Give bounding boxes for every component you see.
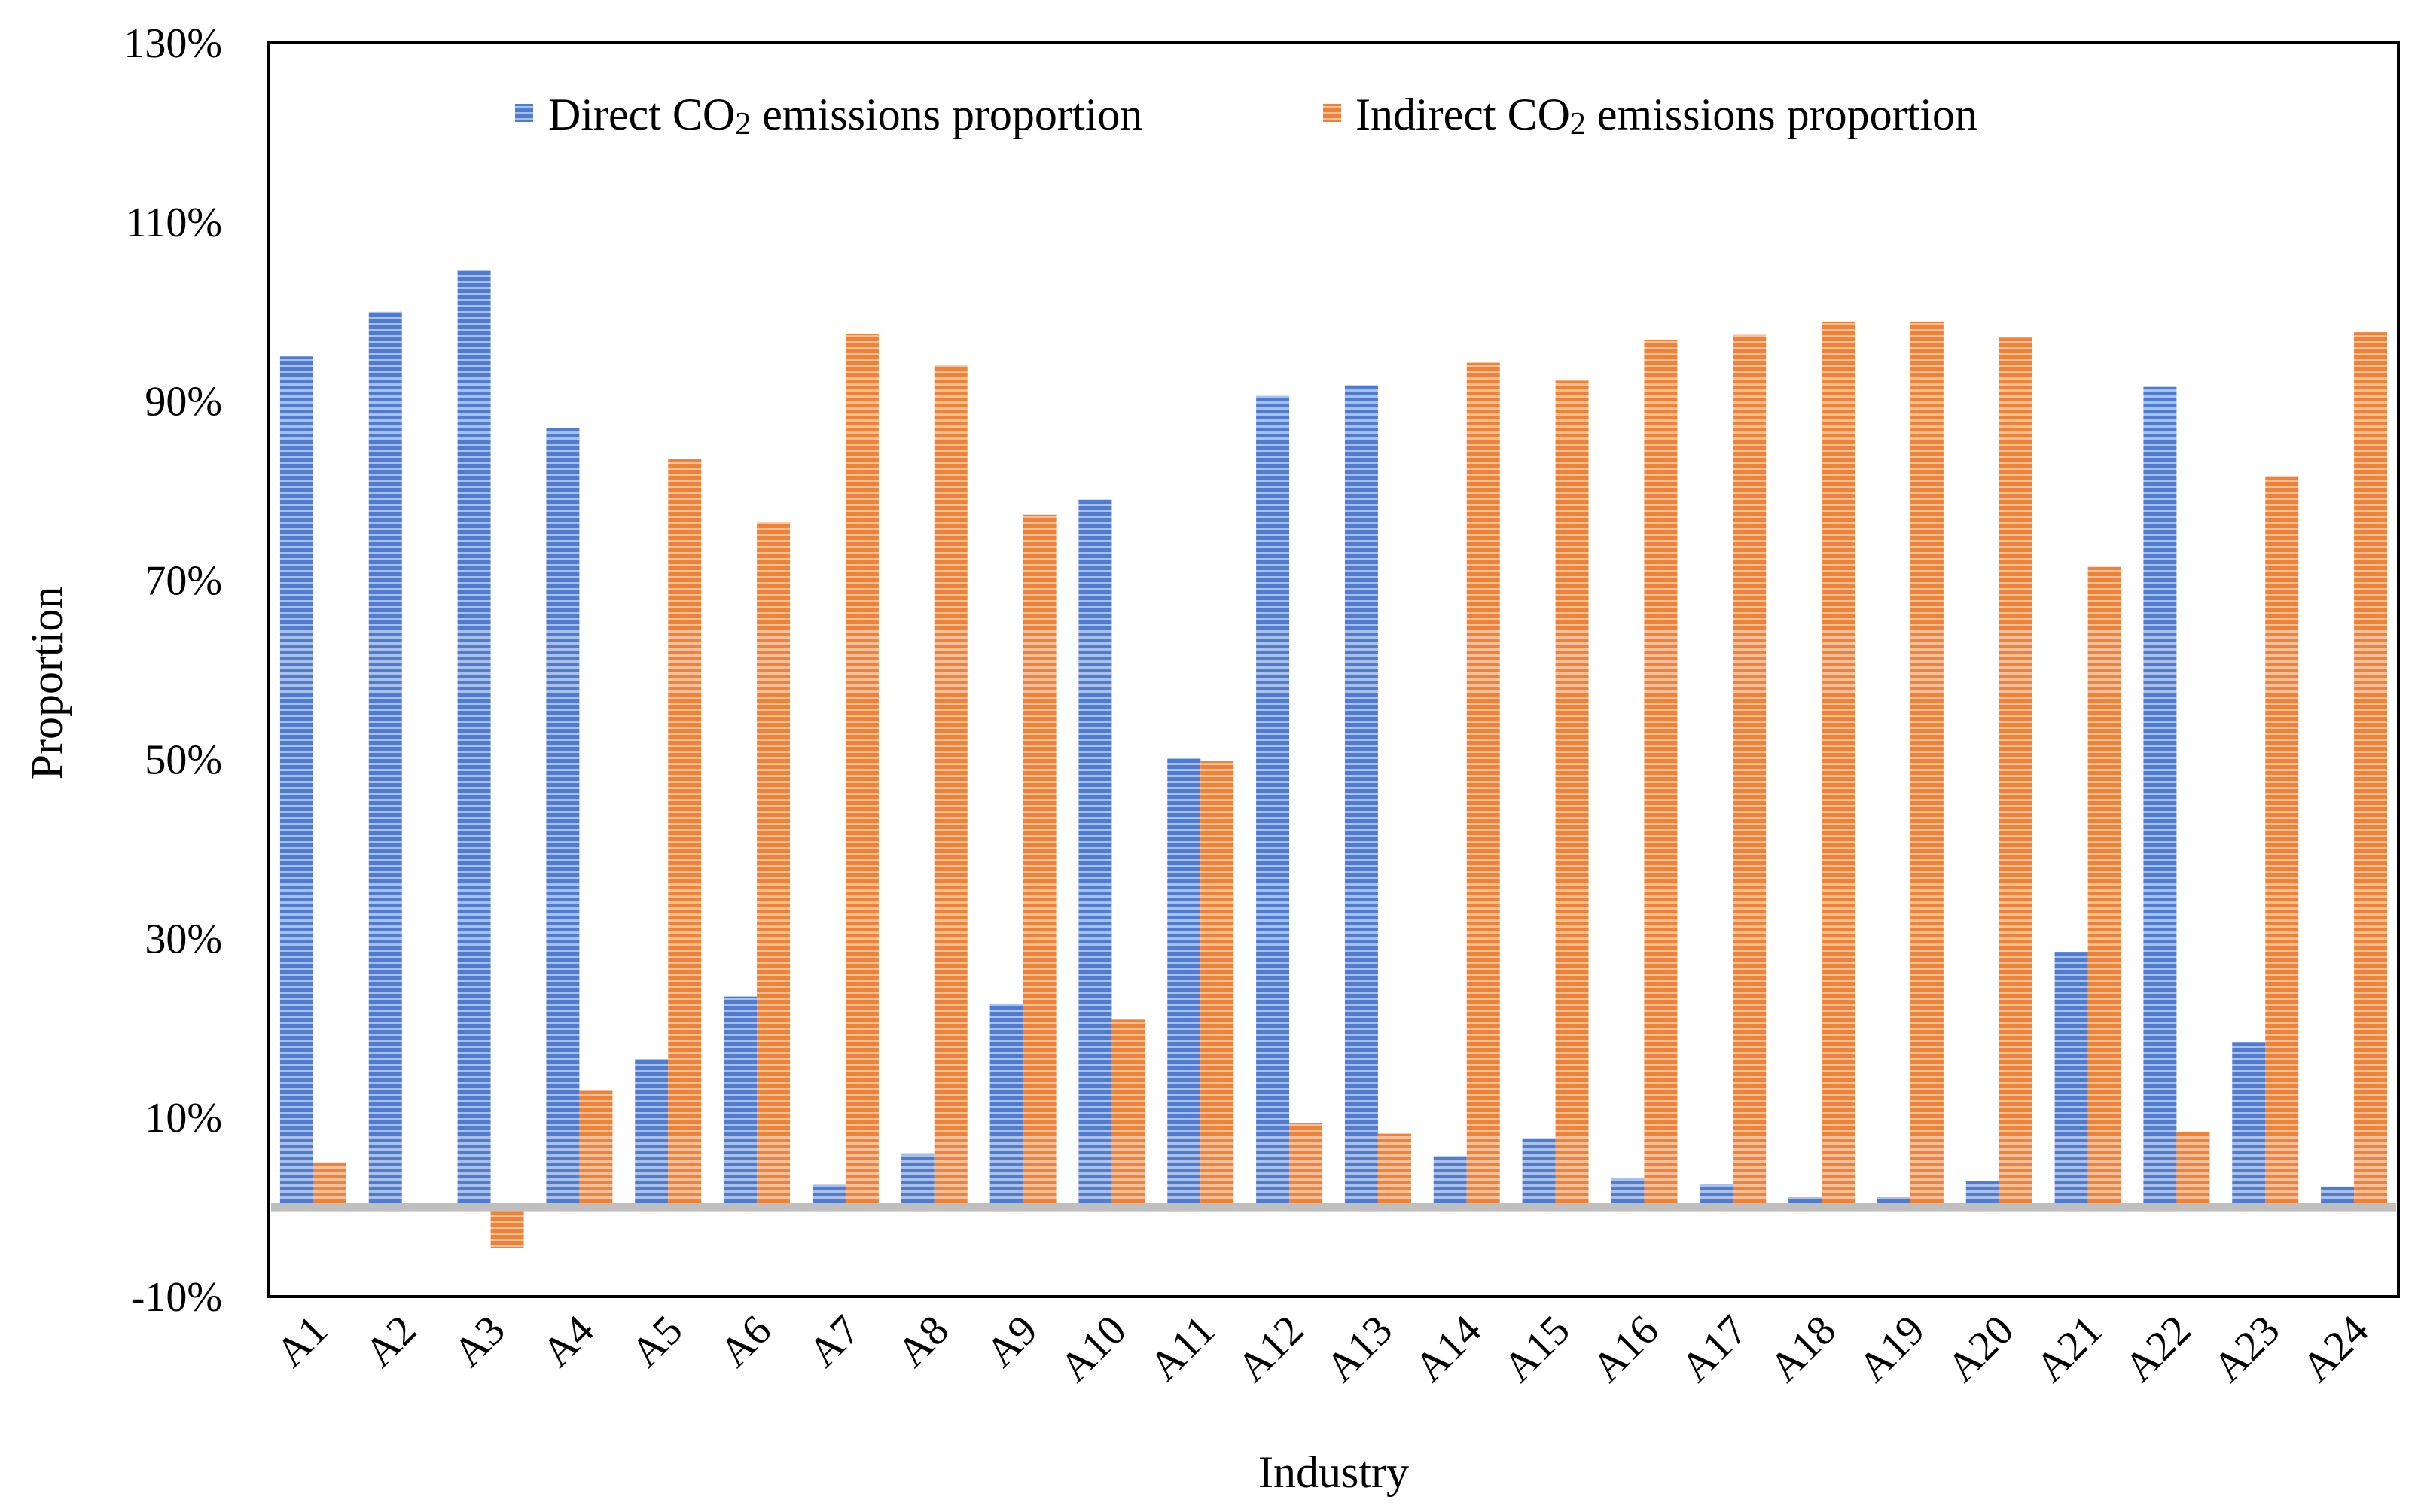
x-axis-title: Industry xyxy=(1258,1447,1409,1497)
bar-direct xyxy=(279,356,313,1208)
bar-indirect xyxy=(1733,334,1767,1208)
bar-direct xyxy=(1344,385,1378,1208)
legend-swatch-indirect xyxy=(1323,104,1341,122)
x-tick-label: A5 xyxy=(622,1306,691,1376)
x-tick-label: A24 xyxy=(2293,1306,2377,1391)
y-tick-label: 130% xyxy=(123,20,222,67)
y-tick-labels: 130% 110% 90% 70% 50% 30% 10% -10% xyxy=(123,20,222,1321)
x-tick-label: A20 xyxy=(1938,1306,2023,1391)
y-tick-label: 110% xyxy=(125,200,222,246)
x-tick-label: A18 xyxy=(1761,1306,1845,1391)
x-tick-label: A7 xyxy=(800,1306,869,1376)
x-tick-label: A9 xyxy=(977,1306,1047,1376)
x-tick-label: A15 xyxy=(1495,1306,1579,1391)
bar-indirect xyxy=(1200,761,1234,1208)
bar-direct xyxy=(2232,1042,2266,1208)
bar-indirect xyxy=(1910,321,1944,1208)
bar-indirect xyxy=(313,1162,346,1208)
x-tick-label: A19 xyxy=(1849,1306,1934,1391)
y-tick-label: 90% xyxy=(145,379,222,425)
bar-direct xyxy=(457,270,491,1208)
bar-direct xyxy=(1522,1138,1556,1208)
x-tick-label: A1 xyxy=(267,1306,337,1376)
bar-indirect xyxy=(2265,476,2299,1208)
x-tick-label: A17 xyxy=(1672,1306,1756,1391)
x-tick-label: A4 xyxy=(533,1306,602,1376)
x-tick-label: A16 xyxy=(1584,1306,1668,1391)
legend-swatch-direct xyxy=(515,104,533,122)
bar-direct xyxy=(1167,758,1201,1208)
plot-frame xyxy=(267,41,2400,1298)
bar-indirect xyxy=(2176,1132,2210,1208)
bar-direct xyxy=(1611,1178,1645,1208)
bar-direct xyxy=(1433,1156,1467,1208)
bar-direct xyxy=(989,1004,1023,1208)
x-tick-label: A8 xyxy=(889,1306,958,1376)
x-tick-label: A11 xyxy=(1141,1306,1224,1390)
x-tick-label: A23 xyxy=(2204,1306,2288,1391)
x-tick-label: A10 xyxy=(1051,1306,1136,1391)
x-tick-label: A6 xyxy=(711,1306,780,1376)
bar-indirect xyxy=(2087,566,2121,1208)
x-tick-label: A13 xyxy=(1317,1306,1401,1391)
x-tick-label: A21 xyxy=(2027,1306,2112,1391)
x-tick-labels: A1 A2 A3 A4 A5 A6 A7 A8 A9 A10 A11 A12 A13 A14 A15 A16 A… xyxy=(267,1306,2377,1391)
bar-indirect xyxy=(757,522,791,1208)
x-tick-label: A12 xyxy=(1228,1306,1313,1391)
bar-indirect xyxy=(2354,332,2388,1208)
bar-direct xyxy=(1965,1181,1999,1208)
bar-direct xyxy=(635,1059,669,1208)
legend-label-indirect: Indirect CO2 emissions proportion xyxy=(1355,90,1977,142)
bar-indirect xyxy=(845,334,879,1208)
y-tick-label: 50% xyxy=(145,736,222,783)
x-tick-label: A2 xyxy=(356,1306,425,1376)
bar-direct xyxy=(724,996,758,1208)
bar-indirect xyxy=(1644,340,1678,1208)
bar-indirect xyxy=(1111,1019,1145,1208)
bar-indirect xyxy=(1555,380,1589,1208)
bar-direct xyxy=(368,311,402,1208)
y-tick-label: 10% xyxy=(145,1095,222,1142)
bar-indirect xyxy=(490,1207,524,1248)
y-tick-label: -10% xyxy=(131,1274,222,1321)
y-tick-label: 70% xyxy=(145,558,222,605)
bar-indirect xyxy=(1377,1133,1411,1208)
x-tick-label: A22 xyxy=(2116,1306,2200,1391)
bar-direct xyxy=(2143,386,2177,1208)
bar-indirect xyxy=(934,365,968,1208)
y-tick-label: 30% xyxy=(145,916,222,962)
bars xyxy=(279,270,2388,1248)
bar-indirect xyxy=(579,1090,613,1208)
bar-indirect xyxy=(1289,1123,1323,1208)
bar-direct xyxy=(901,1153,935,1208)
x-tick-label: A3 xyxy=(445,1306,514,1376)
x-tick-label: A14 xyxy=(1406,1306,1490,1391)
bar-indirect xyxy=(668,459,702,1208)
legend-label-direct: Direct CO2 emissions proportion xyxy=(548,90,1142,142)
bar-indirect xyxy=(1023,514,1057,1208)
bar-direct xyxy=(1256,395,1290,1208)
bar-indirect xyxy=(1466,362,1500,1208)
bar-direct xyxy=(1078,499,1112,1208)
bar-direct xyxy=(546,428,580,1208)
y-axis-title: Proportion xyxy=(22,587,72,780)
bar-indirect xyxy=(1999,337,2032,1208)
bar-direct xyxy=(2054,952,2088,1208)
legend: Direct CO2 emissions proportion Indirect… xyxy=(515,90,1977,142)
bar-indirect xyxy=(1822,321,1855,1208)
